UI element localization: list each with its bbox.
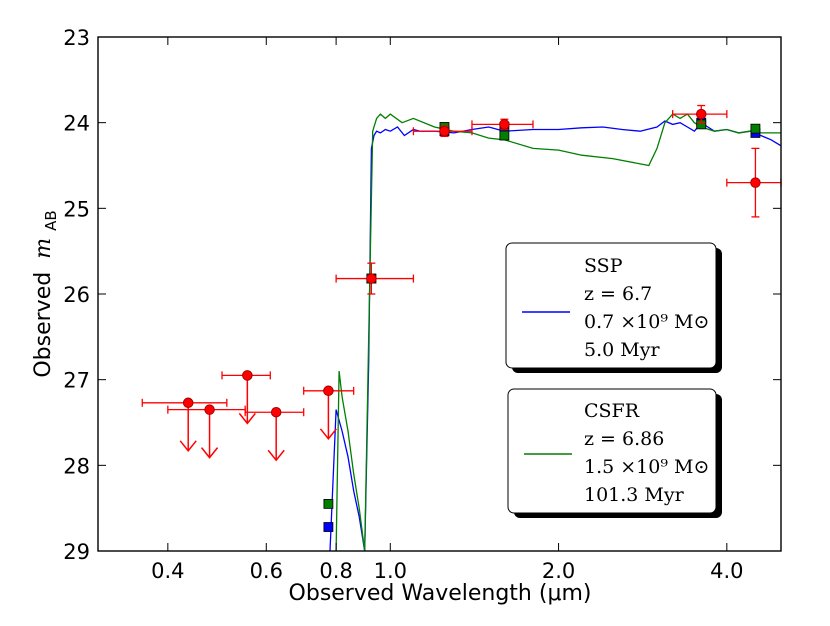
legend-ssp-line-4: 5.0 Myr <box>584 339 660 361</box>
y-axis-title: Observed m AB <box>31 210 60 377</box>
x-axis-title: Observed Wavelength (μm) <box>289 581 592 606</box>
x-tick-label: 0.4 <box>151 559 184 583</box>
upper-limit-arrow-head <box>267 449 285 462</box>
observed-point <box>412 125 473 138</box>
upper-limit-point <box>303 385 355 441</box>
upper-limit-arrow-head <box>238 412 256 425</box>
legend-ssp-line-1: SSP <box>584 255 623 277</box>
upper-limit-point <box>141 397 228 452</box>
x-tick-label: 0.6 <box>250 559 283 583</box>
legend-csfr: CSFR z = 6.86 1.5 ×10⁹ M⊙ 101.3 Myr <box>507 388 722 518</box>
observed-marker <box>750 177 761 188</box>
legend-ssp-box <box>505 242 717 369</box>
csfr-bandpass-marker <box>499 130 510 141</box>
legend-csfr-line-3: 1.5 ×10⁹ M⊙ <box>584 456 709 478</box>
x-tick-label: 2.0 <box>542 559 575 583</box>
upper-limit-point <box>221 370 271 425</box>
upper-limit-marker <box>270 406 282 418</box>
upper-limit-arrow-head <box>179 440 197 452</box>
legend-ssp-line-2: z = 6.7 <box>584 283 652 305</box>
legend-csfr-line-2: z = 6.86 <box>584 428 664 450</box>
svg-text:Observed m AB: Observed m AB <box>31 210 60 377</box>
x-tick-label: 4.0 <box>710 559 743 583</box>
upper-limit-marker <box>323 385 334 397</box>
x-tick-label: 0.8 <box>319 559 352 583</box>
x-tick-label: 1.0 <box>374 559 407 583</box>
observed-point <box>335 262 415 295</box>
y-tick-label: 25 <box>63 197 90 221</box>
y-tick-label: 24 <box>63 112 90 136</box>
legend-ssp: SSP z = 6.7 0.7 ×10⁹ M⊙ 5.0 Myr <box>505 242 722 373</box>
observed-marker <box>366 273 377 284</box>
upper-limit-marker <box>204 404 215 415</box>
y-axis-title-text: Observed <box>31 272 56 378</box>
y-tick-label: 28 <box>63 454 90 478</box>
y-tick-label: 27 <box>63 369 90 393</box>
y-tick-label: 23 <box>63 26 90 50</box>
legend-csfr-line-4: 101.3 Myr <box>584 484 685 506</box>
observed-marker <box>696 108 707 120</box>
upper-limit-point <box>244 406 305 462</box>
observed-marker <box>439 125 450 137</box>
csfr-bandpass-marker <box>323 498 334 509</box>
upper-limit-arrow-head <box>319 428 337 441</box>
data-points <box>141 104 782 532</box>
upper-limit-marker <box>182 397 194 409</box>
ssp-bandpass-marker <box>323 522 334 532</box>
legend-csfr-box <box>507 388 717 514</box>
y-tick-label: 29 <box>63 540 90 564</box>
upper-limit-marker <box>242 370 253 381</box>
observed-point <box>471 118 534 131</box>
observed-point <box>672 104 728 124</box>
legend-csfr-line-1: CSFR <box>584 400 640 422</box>
csfr-bandpass-marker <box>750 123 761 134</box>
upper-limit-arrow-head <box>200 447 219 459</box>
legend-ssp-line-3: 0.7 ×10⁹ M⊙ <box>584 311 709 333</box>
y-axis-title-math: m <box>31 238 56 259</box>
observed-marker <box>499 119 510 130</box>
y-axis-title-sub: AB <box>42 210 60 231</box>
upper-limit-point <box>167 404 246 459</box>
y-tick-label: 26 <box>63 283 90 307</box>
axis-ticks: 0.4 0.6 0.8 1.0 2.0 4.0 23 24 25 26 27 28 29 <box>63 26 781 583</box>
